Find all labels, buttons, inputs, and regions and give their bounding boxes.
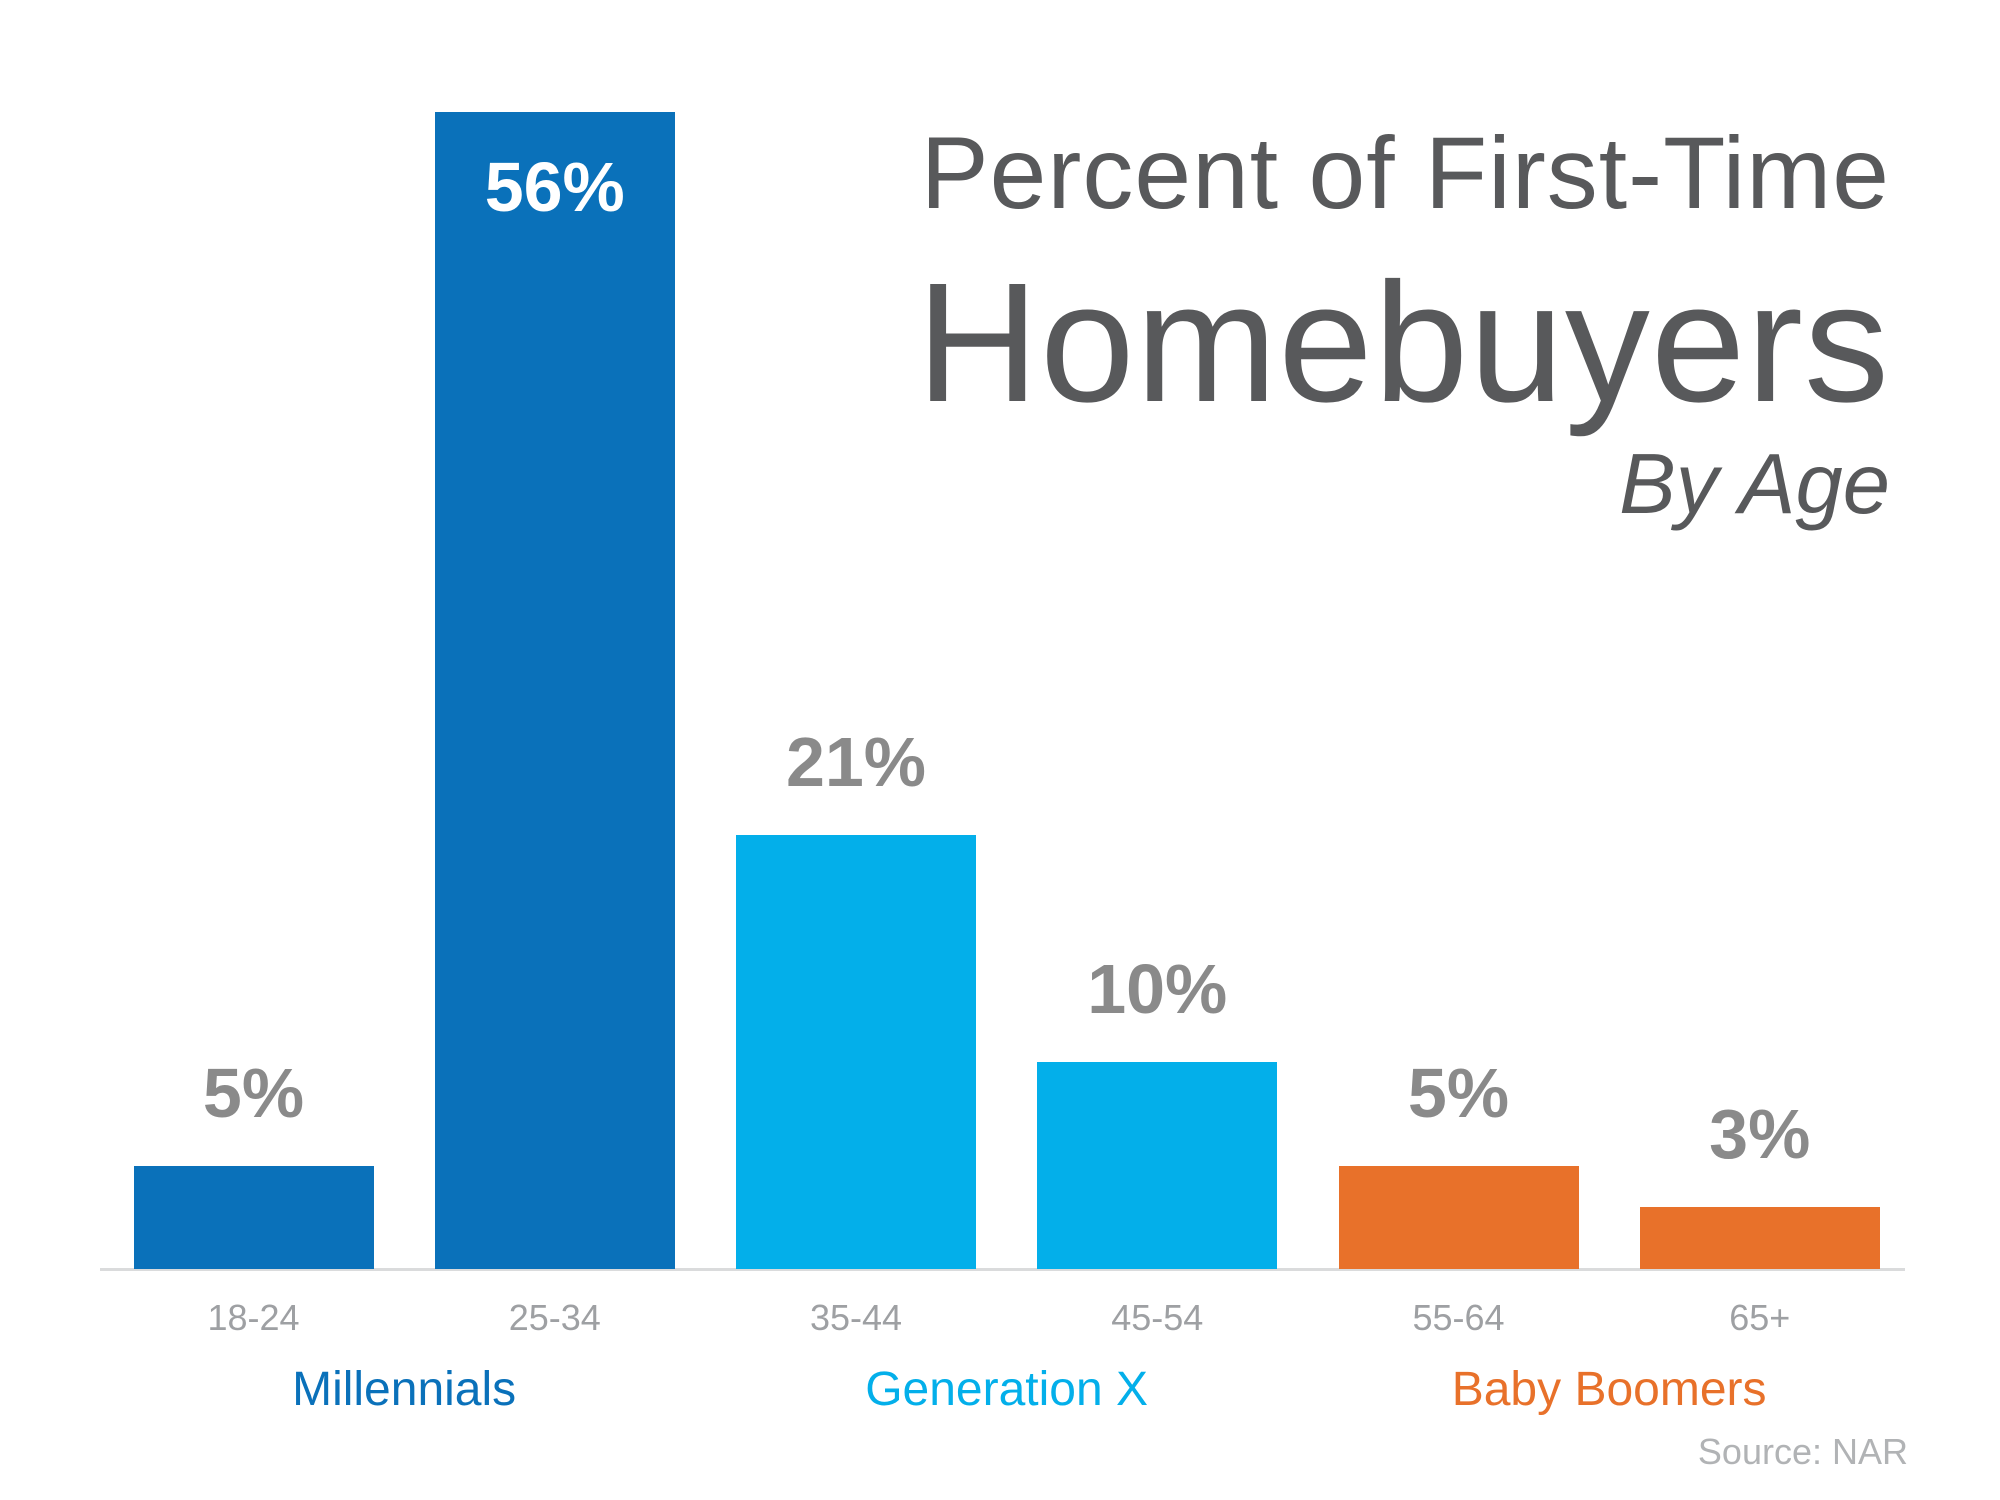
axis-label-25-34: 25-34	[508, 1297, 601, 1338]
value-label-45-54: 10%	[1087, 950, 1228, 1028]
axis-label-55-64: 55-64	[1412, 1297, 1505, 1338]
value-label-55-64: 5%	[1407, 1054, 1510, 1132]
bar-18-24	[133, 1166, 374, 1269]
axis-label-45-54: 45-54	[1111, 1297, 1204, 1338]
value-label-25-34: 56%	[484, 148, 625, 226]
bar-25-34	[434, 112, 675, 1269]
group-label-generation-x: Generation X	[865, 1363, 1149, 1416]
axis-label-65+: 65+	[1729, 1297, 1791, 1338]
source-credit: Source: NAR	[1697, 1431, 1908, 1472]
value-label-18-24: 5%	[202, 1054, 305, 1132]
bar-55-64	[1338, 1166, 1579, 1269]
bar-65+	[1639, 1207, 1880, 1269]
chart-title-line2: Homebuyers	[916, 248, 1890, 438]
bar-35-44	[736, 835, 976, 1269]
group-label-millennials: Millennials	[292, 1363, 517, 1416]
chart-title-block: Percent of First-Time Homebuyers By Age	[916, 122, 1890, 527]
bar-45-54	[1037, 1062, 1278, 1269]
axis-label-18-24: 18-24	[207, 1297, 300, 1338]
axis-label-35-44: 35-44	[809, 1297, 903, 1338]
chart-subtitle-by-age: By Age	[1619, 437, 1890, 532]
group-label-baby-boomers: Baby Boomers	[1451, 1363, 1767, 1416]
x-axis-baseline	[100, 1268, 1905, 1271]
value-label-35-44: 21%	[785, 723, 927, 801]
value-label-65+: 3%	[1709, 1095, 1811, 1173]
chart-title-line1: Percent of First-Time	[920, 116, 1890, 230]
